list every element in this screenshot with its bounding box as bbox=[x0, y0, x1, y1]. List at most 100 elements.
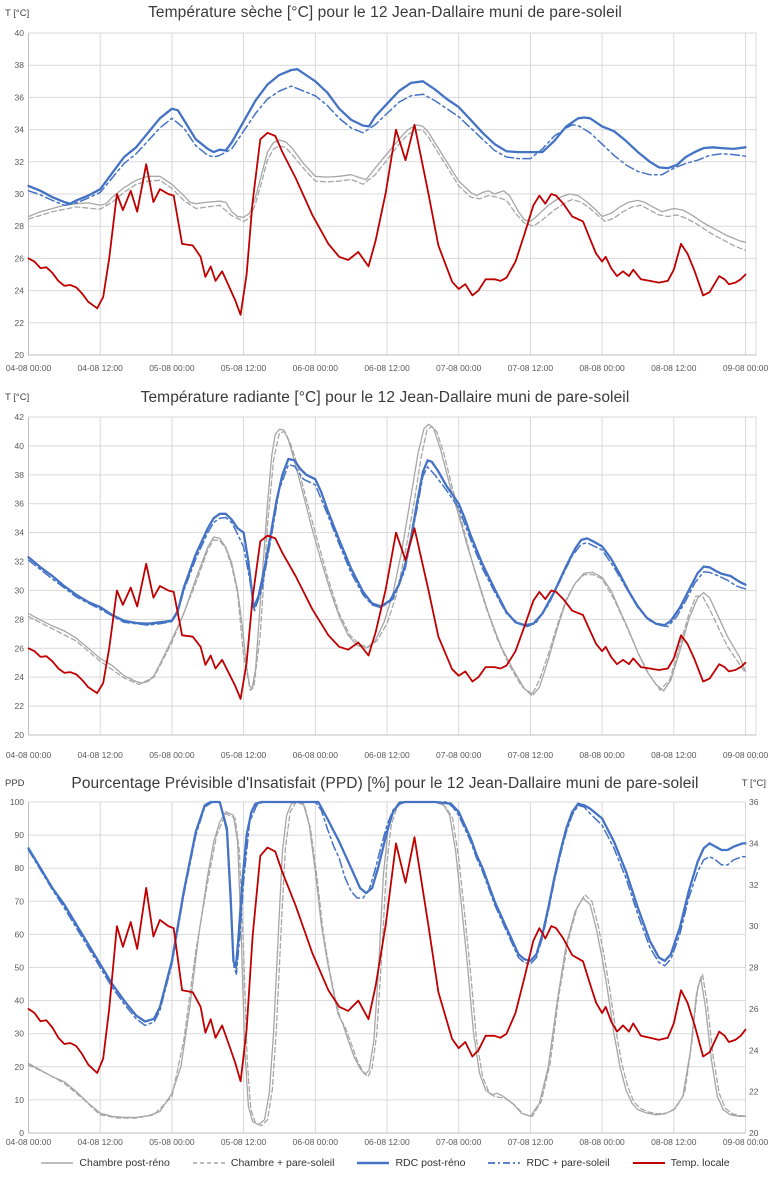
ppd-chart: Pourcentage Prévisible d'Insatisfait (PP… bbox=[0, 768, 770, 1150]
series-rdc-post-reno-line bbox=[27, 800, 747, 1023]
x-tick-label: 04-08 12:00 bbox=[78, 1137, 124, 1147]
y-right-tick-label: 24 bbox=[749, 1045, 759, 1055]
y-tick-label: 90 bbox=[15, 830, 25, 840]
y-tick-label: 30 bbox=[15, 1029, 25, 1039]
y-tick-label: 22 bbox=[15, 318, 25, 328]
x-tick-label: 07-08 00:00 bbox=[436, 1137, 482, 1147]
y-tick-label: 60 bbox=[15, 929, 25, 939]
x-tick-label: 05-08 00:00 bbox=[149, 750, 195, 760]
x-tick-label: 06-08 00:00 bbox=[293, 1137, 339, 1147]
y-tick-label: 32 bbox=[15, 557, 25, 567]
y-tick-label: 30 bbox=[15, 585, 25, 595]
x-tick-label: 05-08 12:00 bbox=[221, 1137, 267, 1147]
x-tick-label: 04-08 00:00 bbox=[6, 1137, 52, 1147]
legend-item: Chambre post-réno bbox=[40, 1157, 170, 1169]
y-tick-label: 100 bbox=[10, 797, 24, 807]
y-tick-label: 30 bbox=[15, 189, 25, 199]
chart-title: Température sèche [°C] pour le 12 Jean-D… bbox=[148, 4, 622, 21]
dry-temperature-plot: 20 22 24 26 28 30 32 34 36 38 40 04-08 00:00 04-08 1… bbox=[6, 28, 769, 373]
legend-item: Temp. locale bbox=[632, 1157, 730, 1169]
chart-title: Température radiante [°C] pour le 12 Jea… bbox=[140, 389, 630, 406]
series-temp-locale-line bbox=[27, 836, 747, 1083]
y-tick-label: 20 bbox=[15, 350, 25, 360]
x-tick-label: 07-08 00:00 bbox=[436, 750, 482, 760]
x-tick-label: 08-08 12:00 bbox=[651, 363, 697, 373]
series-rdc-pare-soleil-line bbox=[27, 85, 747, 207]
y-tick-label: 40 bbox=[15, 28, 25, 38]
series-chambre-post-reno-line bbox=[27, 801, 747, 1126]
legend-line-sample bbox=[488, 1162, 521, 1164]
series-temp-locale-line bbox=[27, 123, 747, 316]
x-tick-label: 04-08 00:00 bbox=[6, 363, 52, 373]
y-tick-label: 32 bbox=[15, 157, 25, 167]
chart-title: Pourcentage Prévisible d'Insatisfait (PP… bbox=[71, 775, 699, 792]
legend: Chambre post-réno Chambre + pare-soleil RD… bbox=[0, 1150, 770, 1176]
y-tick-label: 42 bbox=[15, 412, 25, 422]
y-tick-label: 70 bbox=[15, 896, 25, 906]
legend-label: Chambre + pare-soleil bbox=[230, 1157, 335, 1169]
right-axis-label: T [°C] bbox=[741, 778, 766, 789]
x-tick-label: 07-08 00:00 bbox=[436, 363, 482, 373]
y-right-tick-label: 30 bbox=[749, 921, 759, 931]
y-tick-label: 36 bbox=[15, 92, 25, 102]
x-tick-label: 06-08 00:00 bbox=[293, 750, 339, 760]
series-rdc-post-reno-line bbox=[27, 68, 747, 205]
x-tick-label: 04-08 12:00 bbox=[78, 750, 124, 760]
x-tick-label: 04-08 12:00 bbox=[78, 363, 124, 373]
legend-label: RDC + pare-soleil bbox=[526, 1157, 610, 1169]
y-tick-label: 40 bbox=[15, 441, 25, 451]
y-tick-label: 36 bbox=[15, 499, 25, 509]
y-right-tick-label: 22 bbox=[749, 1087, 759, 1097]
series-temp-locale-line bbox=[27, 527, 747, 700]
series-chambre-pare-soleil-line bbox=[27, 425, 747, 696]
y-tick-label: 38 bbox=[15, 60, 25, 70]
series-chambre-post-reno-line bbox=[27, 124, 747, 243]
y-tick-label: 0 bbox=[19, 1128, 24, 1138]
x-tick-label: 04-08 00:00 bbox=[6, 750, 52, 760]
series-chambre-pare-soleil-line bbox=[27, 128, 747, 252]
y-tick-label: 50 bbox=[15, 963, 25, 973]
x-tick-label: 06-08 12:00 bbox=[364, 363, 410, 373]
x-tick-label: 08-08 00:00 bbox=[579, 1137, 625, 1147]
y-tick-label: 26 bbox=[15, 643, 25, 653]
plot-border bbox=[28, 416, 757, 736]
legend-line-sample bbox=[357, 1161, 390, 1165]
y-right-tick-label: 26 bbox=[749, 1004, 759, 1014]
y-right-tick-label: 36 bbox=[749, 797, 759, 807]
legend-label: Chambre post-réno bbox=[79, 1157, 170, 1169]
x-tick-label: 08-08 00:00 bbox=[579, 363, 625, 373]
y-tick-label: 80 bbox=[15, 863, 25, 873]
y-tick-label: 26 bbox=[15, 253, 25, 263]
ppd-plot: 0 10 20 30 40 50 60 70 80 90 100 20 22 24 26 28 30 32 34 36… bbox=[6, 797, 769, 1147]
x-tick-label: 07-08 12:00 bbox=[508, 1137, 554, 1147]
legend-line-sample bbox=[632, 1162, 665, 1164]
y-tick-label: 20 bbox=[15, 1062, 25, 1072]
legend-item: RDC + pare-soleil bbox=[487, 1157, 610, 1169]
x-tick-label: 07-08 12:00 bbox=[508, 750, 554, 760]
y-right-tick-label: 20 bbox=[749, 1128, 759, 1138]
x-tick-label: 09-08 00:00 bbox=[723, 1137, 769, 1147]
x-tick-label: 09-08 00:00 bbox=[723, 750, 769, 760]
y-axis-label: T [°C] bbox=[5, 392, 30, 403]
legend-line-sample bbox=[41, 1162, 74, 1164]
x-tick-label: 08-08 12:00 bbox=[651, 1137, 697, 1147]
series-rdc-post-reno-line bbox=[27, 457, 747, 627]
y-tick-label: 28 bbox=[15, 221, 25, 231]
y-right-tick-label: 32 bbox=[749, 880, 759, 890]
legend-item: RDC post-réno bbox=[356, 1157, 465, 1169]
y-tick-label: 40 bbox=[15, 996, 25, 1006]
legend-line-sample bbox=[192, 1162, 225, 1164]
dry-temperature-chart: Température sèche [°C] pour le 12 Jean-D… bbox=[0, 0, 770, 383]
radiant-temperature-plot: 20 22 24 26 28 30 32 34 36 38 40 42 04-08 00:00 04-08… bbox=[6, 412, 769, 760]
x-tick-label: 05-08 00:00 bbox=[149, 1137, 195, 1147]
x-tick-label: 08-08 12:00 bbox=[651, 750, 697, 760]
y-tick-label: 24 bbox=[15, 286, 25, 296]
y-tick-label: 24 bbox=[15, 672, 25, 682]
y-tick-label: 34 bbox=[15, 528, 25, 538]
x-tick-label: 09-08 00:00 bbox=[723, 363, 769, 373]
y-right-tick-label: 28 bbox=[749, 963, 759, 973]
y-tick-label: 20 bbox=[15, 730, 25, 740]
x-tick-label: 05-08 12:00 bbox=[221, 750, 267, 760]
y-tick-label: 38 bbox=[15, 470, 25, 480]
legend-item: Chambre + pare-soleil bbox=[192, 1157, 335, 1169]
